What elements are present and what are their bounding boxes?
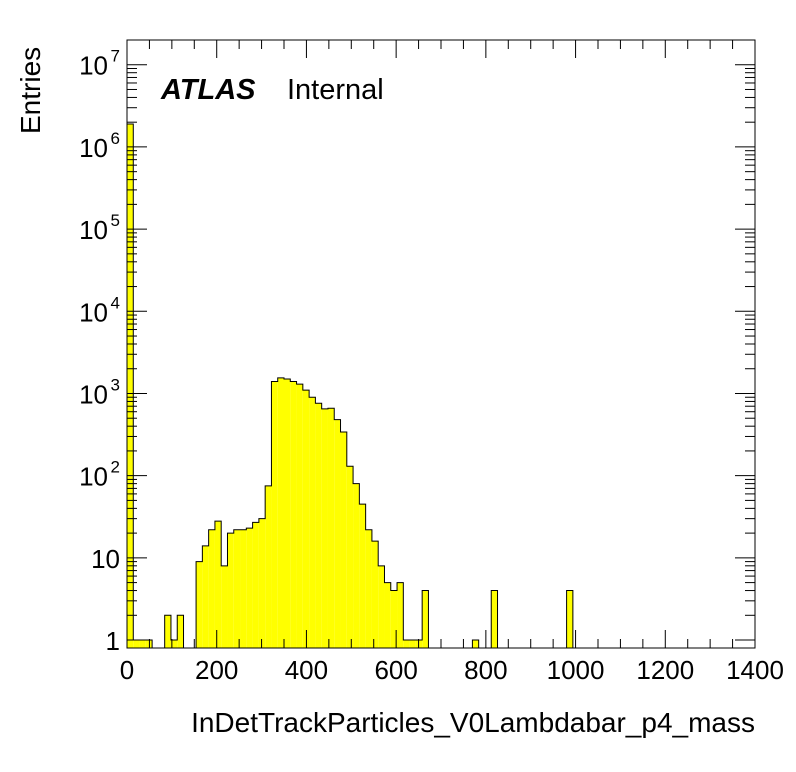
histogram-bar xyxy=(177,615,184,648)
histogram-bar xyxy=(240,529,247,648)
histogram-bar xyxy=(265,485,272,648)
histogram-bar xyxy=(252,522,259,648)
histogram-bar xyxy=(127,124,134,649)
y-tick-exponent: 5 xyxy=(111,211,120,230)
histogram-bar xyxy=(164,615,171,648)
histogram-bar xyxy=(346,466,354,648)
histogram-bar xyxy=(139,640,146,648)
histogram-bar xyxy=(309,397,316,648)
y-tick-label: 10 xyxy=(79,379,108,409)
x-tick-label: 1000 xyxy=(547,655,605,685)
y-tick-label: 10 xyxy=(91,544,120,574)
histogram-bar xyxy=(384,582,391,648)
x-tick-label: 200 xyxy=(195,655,238,685)
y-axis-title: Entries xyxy=(15,47,46,134)
x-tick-label: 0 xyxy=(120,655,134,685)
y-tick-exponent: 7 xyxy=(111,47,120,66)
histogram-bar xyxy=(271,381,278,648)
histogram-bar xyxy=(365,529,372,648)
histogram-bar xyxy=(566,590,573,648)
histogram-bar xyxy=(133,640,140,648)
y-tick-exponent: 6 xyxy=(111,129,120,148)
x-tick-label: 1200 xyxy=(636,655,694,685)
y-tick-label: 1 xyxy=(106,626,120,656)
histogram-bars xyxy=(127,124,573,649)
histogram-bar xyxy=(227,533,234,648)
histogram-bar xyxy=(315,403,322,648)
axis-ticks xyxy=(126,39,756,648)
histogram-bar xyxy=(170,640,178,648)
histogram-bar xyxy=(422,590,429,648)
histogram-bar xyxy=(277,377,284,648)
x-tick-label: 600 xyxy=(374,655,417,685)
histogram-bar xyxy=(378,565,385,648)
histogram-bar xyxy=(472,640,479,648)
atlas-label: ATLAS xyxy=(160,74,256,106)
histogram-bar xyxy=(302,390,310,648)
histogram-bar xyxy=(409,640,416,648)
plot-frame xyxy=(126,39,756,649)
histogram-bar xyxy=(390,590,398,648)
y-tick-exponent: 2 xyxy=(111,458,120,477)
histogram-bar xyxy=(202,545,209,648)
histogram-bar xyxy=(327,408,335,648)
histogram-bar xyxy=(196,561,203,648)
histogram-bar xyxy=(296,384,303,648)
x-tick-label: 400 xyxy=(285,655,328,685)
histogram-bar xyxy=(221,565,228,648)
y-tick-label: 10 xyxy=(79,215,108,245)
histogram-bar xyxy=(353,483,360,648)
histogram-bar xyxy=(340,431,347,648)
histogram-bar xyxy=(371,541,379,648)
histogram-bar xyxy=(290,381,297,648)
atlas-sublabel: Internal xyxy=(287,74,384,106)
histogram-bar xyxy=(359,504,366,648)
y-tick-exponent: 4 xyxy=(111,293,120,312)
y-tick-label: 10 xyxy=(79,462,108,492)
histogram-bar xyxy=(214,521,222,648)
histogram-bar xyxy=(403,640,410,648)
x-tick-label: 1400 xyxy=(726,655,784,685)
histogram-bar xyxy=(491,590,498,648)
y-tick-label: 10 xyxy=(79,297,108,327)
histogram-bar xyxy=(258,518,266,648)
x-axis-title: InDetTrackParticles_V0Lambdabar_p4_mass xyxy=(191,707,755,738)
y-tick-label: 10 xyxy=(79,51,108,81)
x-tick-labels: 0 200 400 600 800 1000 1200 1400 xyxy=(120,655,784,685)
y-tick-exponent: 3 xyxy=(111,375,120,394)
histogram-bar xyxy=(334,419,341,648)
y-tick-label: 10 xyxy=(79,133,108,163)
histogram-bar xyxy=(246,528,253,648)
x-tick-label: 800 xyxy=(464,655,507,685)
histogram-bar xyxy=(233,529,241,648)
histogram-bar xyxy=(321,408,328,648)
histogram-bar xyxy=(284,379,291,648)
histogram-bar xyxy=(397,582,404,648)
histogram-bar xyxy=(208,529,215,648)
